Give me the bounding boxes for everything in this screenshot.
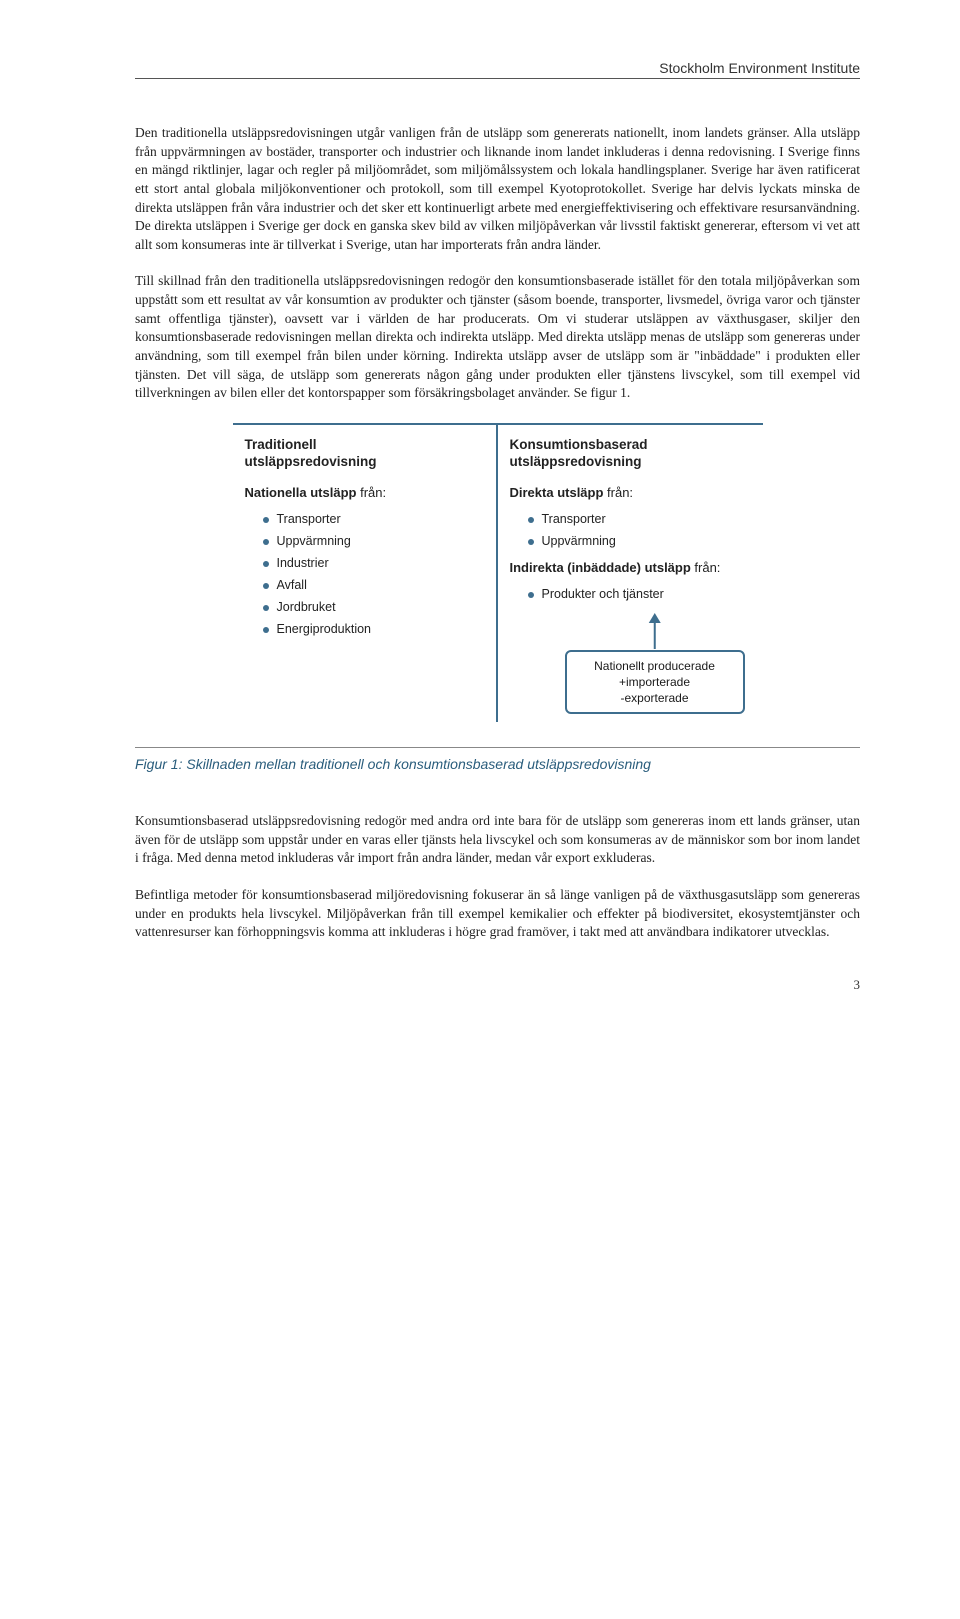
- figure-1-diagram: Traditionell utsläppsredovisning Natione…: [233, 423, 763, 722]
- traditional-bullets: Transporter Uppvärmning Industrier Avfal…: [245, 508, 484, 640]
- consumption-column: Konsumtionsbaserad utsläppsredovisning D…: [498, 423, 763, 722]
- traditional-column: Traditionell utsläppsredovisning Natione…: [233, 423, 498, 722]
- paragraph-4: Befintliga metoder för konsumtionsbasera…: [135, 886, 860, 942]
- national-emission-label: Nationella utsläpp från:: [245, 485, 484, 500]
- bullet-avfall: Avfall: [263, 574, 484, 596]
- paragraph-3: Konsumtionsbaserad utsläppsredovisning r…: [135, 812, 860, 868]
- arrow-up-icon: [653, 615, 656, 649]
- paragraph-1: Den traditionella utsläppsredovisningen …: [135, 124, 860, 254]
- bullet-uppvarmning: Uppvärmning: [263, 530, 484, 552]
- traditional-title: Traditionell utsläppsredovisning: [245, 433, 484, 471]
- bullet-industrier: Industrier: [263, 552, 484, 574]
- indirect-emission-label: Indirekta (inbäddade) utsläpp från:: [510, 560, 751, 575]
- indirect-bullets: Produkter och tjänster: [510, 583, 751, 605]
- direct-emission-label: Direkta utsläpp från:: [510, 485, 751, 500]
- figure-1-caption: Figur 1: Skillnaden mellan traditionell …: [135, 747, 860, 772]
- paragraph-2: Till skillnad från den traditionella uts…: [135, 272, 860, 402]
- diagram-columns: Traditionell utsläppsredovisning Natione…: [233, 423, 763, 722]
- direct-bullets: Transporter Uppvärmning: [510, 508, 751, 552]
- page-number: 3: [135, 977, 860, 993]
- consumption-title: Konsumtionsbaserad utsläppsredovisning: [510, 433, 751, 471]
- bullet-products-services: Produkter och tjänster: [528, 583, 751, 605]
- bullet-jordbruket: Jordbruket: [263, 596, 484, 618]
- bullet-direct-transporter: Transporter: [528, 508, 751, 530]
- page-header: Stockholm Environment Institute: [135, 60, 860, 79]
- bullet-transporter: Transporter: [263, 508, 484, 530]
- bullet-energiproduktion: Energiproduktion: [263, 618, 484, 640]
- bullet-direct-uppvarmning: Uppvärmning: [528, 530, 751, 552]
- formula-box: Nationellt producerade +importerade -exp…: [565, 650, 745, 715]
- institute-name: Stockholm Environment Institute: [659, 60, 860, 76]
